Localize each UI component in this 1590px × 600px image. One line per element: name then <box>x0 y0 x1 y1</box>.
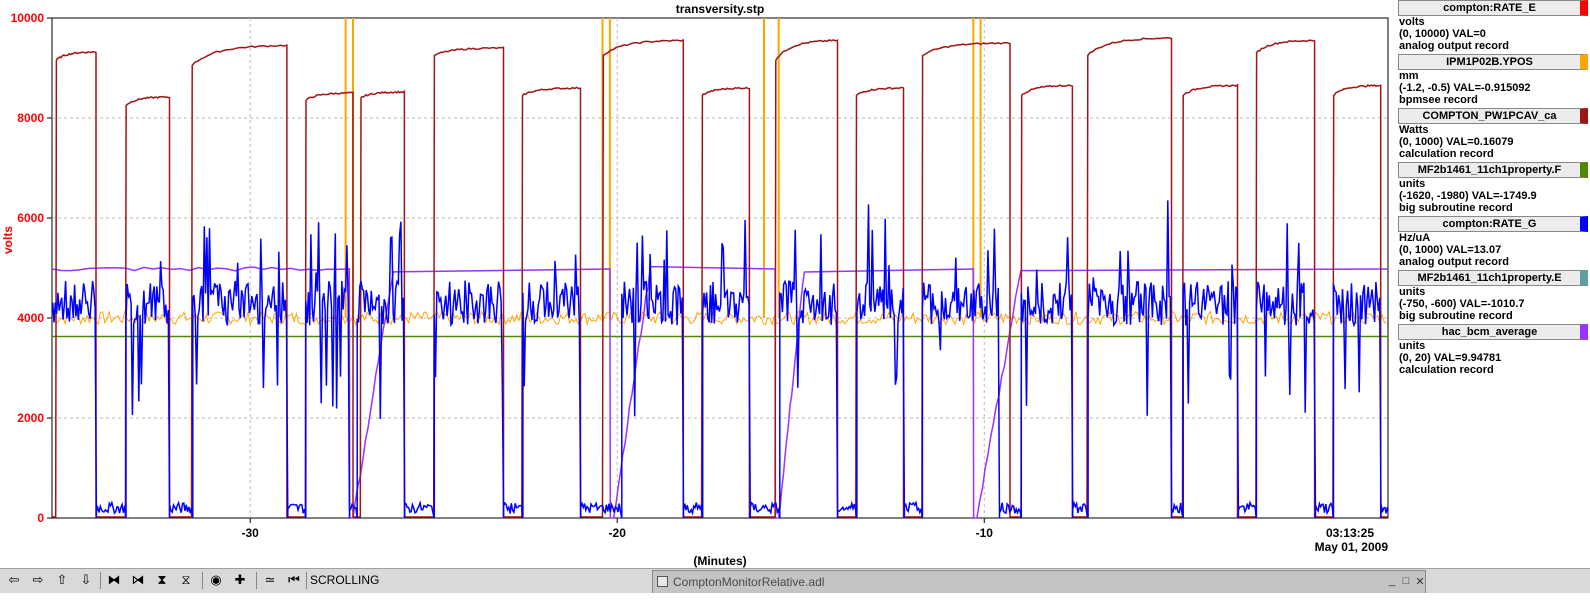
y-axis-label: volts <box>1 226 15 254</box>
zoom-in-x-icon[interactable]: ⧓ <box>107 572 121 587</box>
reset-icon[interactable]: ◉ <box>210 572 222 587</box>
zoom-out-y-icon[interactable]: ⧖ <box>181 572 191 587</box>
pan-down-icon[interactable]: ⇩ <box>80 572 92 587</box>
legend-range-value: (0, 1000) VAL=13.07 <box>1399 244 1502 256</box>
legend-channel-name[interactable]: IPM1P02B.YPOS <box>1398 54 1588 70</box>
pan-right-icon[interactable]: ⇨ <box>32 572 44 587</box>
toolbar-separator <box>256 572 257 589</box>
legend-channel-name[interactable]: compton:RATE_G <box>1398 216 1588 232</box>
legend-record-type: analog output record <box>1399 256 1509 268</box>
legend-record-type: calculation record <box>1399 148 1494 160</box>
x-tick-label: -30 <box>242 526 260 540</box>
y-tick-label: 4000 <box>17 311 44 325</box>
y-tick-label: 8000 <box>17 111 44 125</box>
legend-unit: volts <box>1399 16 1425 28</box>
zoom-icon[interactable]: ✚ <box>234 572 246 587</box>
series-layer <box>51 18 1389 519</box>
legend-record-type: big subroutine record <box>1399 202 1513 214</box>
legend-record-type: analog output record <box>1399 40 1509 52</box>
maximize-button[interactable]: □ <box>1402 575 1410 587</box>
legend-range-value: (-1620, -1980) VAL=-1749.9 <box>1399 190 1537 202</box>
x-axis-label: (Minutes) <box>693 554 746 568</box>
legend-channel-name[interactable]: MF2b1461_11ch1property.F <box>1398 162 1588 178</box>
pan-left-icon[interactable]: ⇦ <box>8 572 20 587</box>
legend-range-value: (0, 10000) VAL=0 <box>1399 28 1486 40</box>
legend-unit: Watts <box>1399 124 1429 136</box>
legend-channel-name[interactable]: hac_bcm_average <box>1398 324 1588 340</box>
window-menu-icon[interactable] <box>657 576 668 587</box>
legend-range-value: (0, 1000) VAL=0.16079 <box>1399 136 1514 148</box>
pan-up-icon[interactable]: ⇧ <box>56 572 68 587</box>
legend-entry: IPM1P02B.YPOS mm (-1.2, -0.5) VAL=-0.91509… <box>1396 54 1590 108</box>
legend-range-value: (-750, -600) VAL=-1010.7 <box>1399 298 1525 310</box>
legend-channel-name[interactable]: compton:RATE_E <box>1398 0 1588 16</box>
date-label: May 01, 2009 <box>1315 540 1389 554</box>
legend-range-value: (-1.2, -0.5) VAL=-0.915092 <box>1399 82 1531 94</box>
legend-entry: hac_bcm_average units (0, 20) VAL=9.94781 c… <box>1396 324 1590 378</box>
legend-entry: MF2b1461_11ch1property.F units (-1620, -19… <box>1396 162 1590 216</box>
y-tick-label: 6000 <box>17 211 44 225</box>
grid-lines <box>52 18 1388 518</box>
legend-panel: compton:RATE_E volts (0, 10000) VAL=0 analo… <box>1396 0 1590 378</box>
strip-chart[interactable]: 0 2000 4000 6000 8000 10000 -30 -20 -10 transver… <box>0 0 1396 568</box>
legend-channel-name[interactable]: MF2b1461_11ch1property.E <box>1398 270 1588 286</box>
taskbar-window[interactable]: ComptonMonitorRelative.adl _ □ ✕ <box>652 570 1426 593</box>
time-label: 03:13:25 <box>1326 526 1374 540</box>
auto-scale-icon[interactable]: ≃ <box>264 572 276 587</box>
legend-record-type: calculation record <box>1399 364 1494 376</box>
close-button[interactable]: ✕ <box>1415 575 1425 588</box>
legend-entry: compton:RATE_E volts (0, 10000) VAL=0 analo… <box>1396 0 1590 54</box>
y-tick-label: 10000 <box>11 11 45 25</box>
legend-record-type: bpmsee record <box>1399 94 1478 106</box>
legend-entry: COMPTON_PW1PCAV_ca Watts (0, 1000) VAL=0.1… <box>1396 108 1590 162</box>
zoom-out-x-icon[interactable]: ⧒ <box>131 572 145 587</box>
legend-unit: units <box>1399 286 1426 298</box>
x-tick-label: -10 <box>976 526 994 540</box>
taskbar-window-title: ComptonMonitorRelative.adl <box>673 575 825 589</box>
legend-entry: compton:RATE_G Hz/uA (0, 1000) VAL=13.07 an… <box>1396 216 1590 270</box>
scroll-status: SCROLLING <box>310 573 380 587</box>
series-ipm1p02b-ypos-line <box>51 309 1387 327</box>
toolbar-separator <box>202 572 203 589</box>
legend-unit: Hz/uA <box>1399 232 1431 244</box>
y-tick-label: 2000 <box>17 411 44 425</box>
series-compton-pw1pcav-line <box>52 37 1388 518</box>
scroll-mode-icon[interactable]: ⏮ <box>288 572 300 587</box>
legend-range-value: (0, 20) VAL=9.94781 <box>1399 352 1502 364</box>
toolbar-separator <box>306 572 307 589</box>
chart-title: transversity.stp <box>676 2 764 16</box>
x-tick-label: -20 <box>609 526 627 540</box>
legend-entry: MF2b1461_11ch1property.E units (-750, -600… <box>1396 270 1590 324</box>
y-tick-label: 0 <box>37 511 44 525</box>
series-compton-rate-g-line <box>51 200 1389 519</box>
zoom-in-y-icon[interactable]: ⧗ <box>157 572 167 587</box>
legend-unit: mm <box>1399 70 1419 82</box>
legend-unit: units <box>1399 340 1426 352</box>
toolbar-separator <box>100 572 101 589</box>
legend-unit: units <box>1399 178 1426 190</box>
axes: 0 2000 4000 6000 8000 10000 -30 -20 -10 <box>11 11 994 540</box>
legend-channel-name[interactable]: COMPTON_PW1PCAV_ca <box>1398 108 1588 124</box>
minimize-button[interactable]: _ <box>1388 575 1396 587</box>
legend-record-type: big subroutine record <box>1399 310 1513 322</box>
